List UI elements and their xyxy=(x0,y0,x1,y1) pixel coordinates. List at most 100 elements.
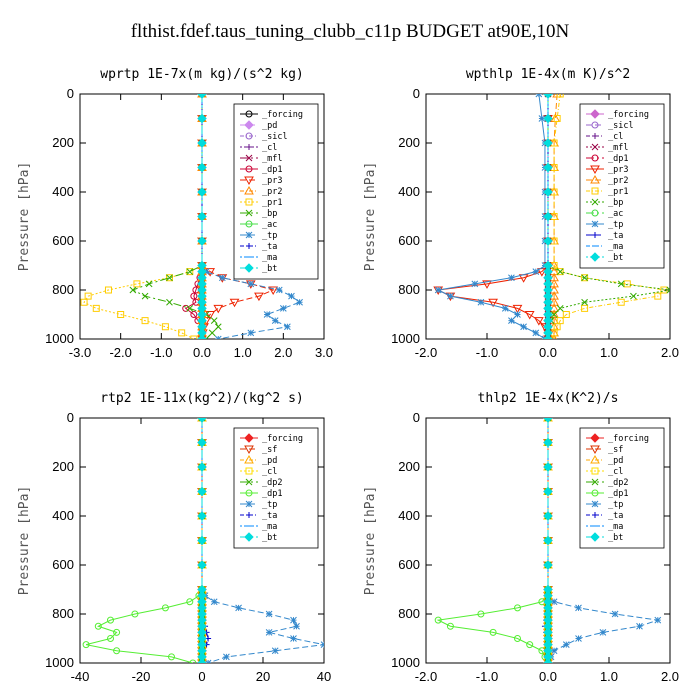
x-tick-label: 0.0 xyxy=(193,345,211,360)
legend-label: _tp xyxy=(608,220,623,230)
series-point-pr3 xyxy=(488,298,498,308)
series-point-bt xyxy=(197,94,207,99)
y-tick-label: 600 xyxy=(398,557,420,572)
series-line-pr3 xyxy=(436,94,549,339)
y-tick-label: 600 xyxy=(52,557,74,572)
x-tick-label: -3.0 xyxy=(69,345,91,360)
y-tick-label: 0 xyxy=(67,410,74,425)
legend-marker xyxy=(590,445,600,455)
y-axis-label: Pressure [hPa] xyxy=(363,162,378,272)
series-point-tp xyxy=(434,286,442,294)
panel-title: rtp2 1E-11x(kg^2)/(kg^2 s) xyxy=(100,391,304,406)
x-tick-label: -2.0 xyxy=(109,345,131,360)
series-point-pr1 xyxy=(104,286,112,294)
series-point-tp xyxy=(275,286,283,294)
legend-label: _dp1 xyxy=(608,489,628,499)
legend-marker xyxy=(591,500,599,508)
series-point-bt xyxy=(543,94,553,99)
series-point-bt xyxy=(543,535,553,546)
legend-label: _ta xyxy=(608,511,623,521)
series-point-tp xyxy=(636,622,643,630)
x-tick-label: -2.0 xyxy=(415,669,437,684)
series-point-bt xyxy=(543,138,553,148)
series-point-bt xyxy=(197,486,207,497)
series-line-dp1 xyxy=(85,418,203,663)
series-point-tp xyxy=(210,598,218,606)
series-point-dp1 xyxy=(514,635,521,642)
series-point-bt xyxy=(197,334,207,339)
series-point-tp xyxy=(562,641,570,648)
legend-label: _cl xyxy=(608,132,623,142)
legend-marker xyxy=(245,209,253,217)
series-point-bt xyxy=(197,437,207,448)
series-point-bp xyxy=(129,286,137,294)
legend-label: _dp2 xyxy=(608,478,628,488)
series-line-pr1 xyxy=(83,94,203,339)
series-point-bt xyxy=(543,437,553,448)
y-tick-label: 200 xyxy=(52,459,74,474)
y-tick-label: 800 xyxy=(398,606,420,621)
legend-label: _cl xyxy=(262,143,277,153)
series-point-tp xyxy=(247,280,255,288)
x-tick-label: 0.0 xyxy=(539,669,557,684)
series-point-dp1 xyxy=(161,604,169,612)
series-point-tp xyxy=(508,317,515,324)
x-tick-label: 2.0 xyxy=(274,345,292,360)
series-point-bt xyxy=(197,187,207,197)
legend-label: _sf xyxy=(262,445,277,455)
series-point-pr1 xyxy=(117,311,125,318)
series-point-bt xyxy=(197,236,207,246)
legend-marker xyxy=(245,110,253,118)
series-point-bt xyxy=(543,486,553,497)
series-point-tp xyxy=(320,641,324,648)
legend-marker xyxy=(245,132,253,140)
y-tick-label: 400 xyxy=(52,508,74,523)
series-point-bp xyxy=(617,280,625,288)
series-line-pr2 xyxy=(553,94,558,339)
legend-label: _ac xyxy=(608,209,623,219)
y-tick-label: 200 xyxy=(398,459,420,474)
legend-label: _pd xyxy=(262,121,277,131)
legend-label: _bt xyxy=(262,264,277,274)
legend-marker xyxy=(591,187,599,195)
series-point-bt xyxy=(197,113,207,124)
legend-marker xyxy=(245,198,253,206)
series-point-pr3 xyxy=(482,280,492,289)
series-point-dp1 xyxy=(190,292,198,300)
legend-label: _ma xyxy=(262,522,277,532)
legend-label: _bt xyxy=(262,533,277,543)
y-tick-label: 0 xyxy=(413,410,420,425)
y-tick-label: 600 xyxy=(52,233,74,248)
series-point-bt xyxy=(543,560,553,570)
series-point-tp xyxy=(271,647,279,655)
series-point-bp xyxy=(556,305,564,312)
panel-title: wpthlp 1E-4x(m K)/s^2 xyxy=(466,67,630,82)
series-point-tp xyxy=(477,298,485,306)
legend-label: _mfl xyxy=(262,154,282,164)
legend-marker xyxy=(244,445,254,455)
legend-marker xyxy=(592,232,598,238)
series-point-dp1 xyxy=(113,628,121,636)
panel-title: thlp2 1E-4x(K^2)/s xyxy=(478,391,619,406)
legend-marker xyxy=(591,478,599,486)
legend-label: _bp xyxy=(608,198,623,208)
legend-label: _dp1 xyxy=(262,489,282,499)
series-point-pr3 xyxy=(512,304,523,314)
series-point-tp xyxy=(218,274,226,282)
series-point-dp1 xyxy=(446,622,454,630)
legend-marker xyxy=(245,467,253,475)
series-point-bt xyxy=(543,162,553,173)
legend: _forcing_pd_sicl_cl_mfl_dp1_pr3_pr2_pr1_… xyxy=(233,103,319,280)
series-point-tp xyxy=(520,323,527,331)
y-tick-label: 0 xyxy=(413,86,420,101)
series-point-bt xyxy=(197,162,207,173)
series-point-bt xyxy=(543,211,553,222)
series-point-bp xyxy=(550,311,558,318)
series-point-dp1 xyxy=(190,311,198,318)
legend-marker xyxy=(246,512,252,518)
chart-panel-4: thlp2 1E-4x(K^2)/s -2.0 -1.0 0.0 1.0 2.0 0 200 4… xyxy=(363,391,679,684)
x-tick-label: 1.0 xyxy=(600,669,618,684)
chart-panel-1: wprtp 1E-7x(m kg)/(s^2 kg) -3.0 -2.0 -1.0 0.… xyxy=(17,67,333,360)
y-tick-label: 200 xyxy=(398,135,420,150)
legend-marker xyxy=(591,489,599,497)
